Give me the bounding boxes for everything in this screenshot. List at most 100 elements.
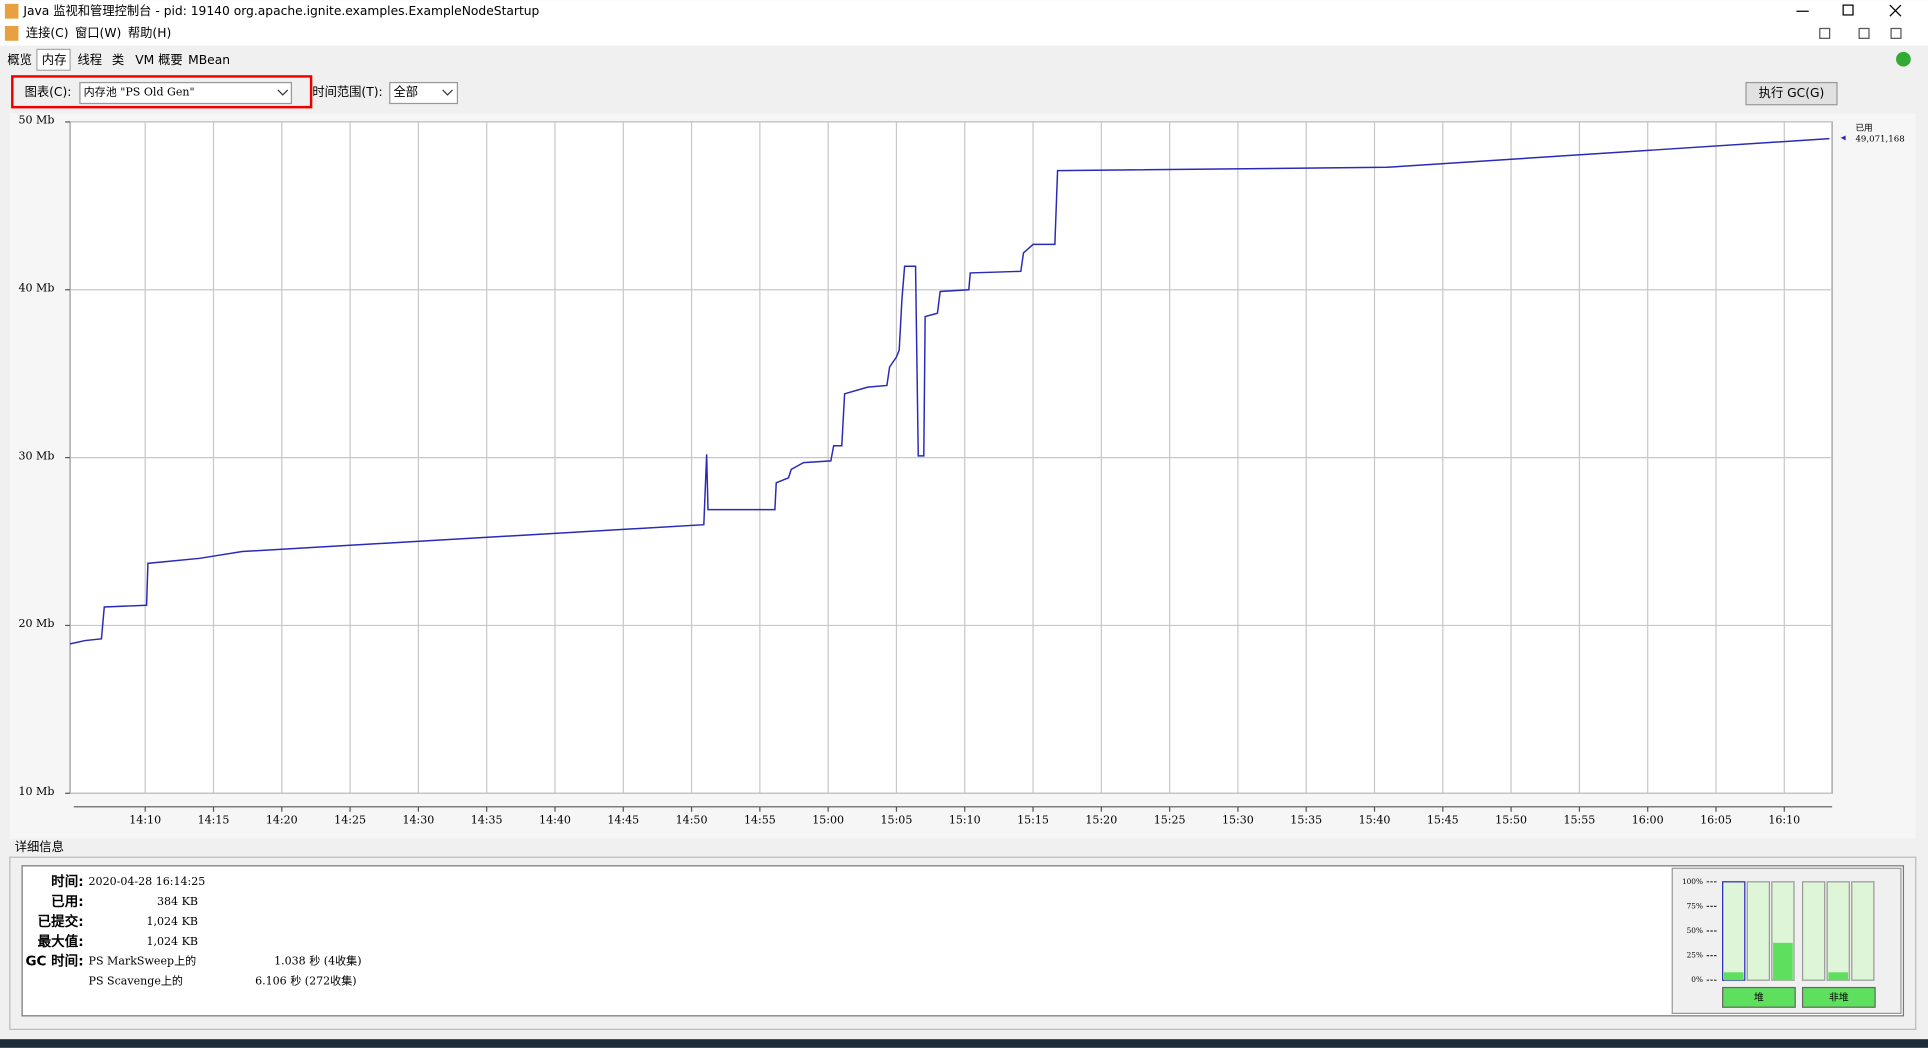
detail-value: 1,024 KB — [146, 935, 198, 948]
x-tick-label: 15:40 — [1359, 813, 1391, 826]
x-tick-label: 15:35 — [1290, 813, 1322, 826]
x-tick-label: 15:05 — [881, 813, 913, 826]
x-tick-label: 15:45 — [1427, 813, 1459, 826]
meter-bar — [1773, 942, 1793, 981]
meter-bar — [1723, 972, 1744, 981]
x-tick-label: 14:35 — [471, 813, 503, 826]
range-label: 时间范围(T): — [312, 85, 382, 99]
inner-minimize[interactable] — [1819, 27, 1831, 39]
detail-label: 已用: — [51, 894, 83, 910]
menu-bar — [0, 22, 1928, 46]
meter-frame[interactable] — [1722, 881, 1746, 981]
detail-value: 384 KB — [157, 895, 198, 908]
window-title: Java 监视和管理控制台 - pid: 19140 org.apache.ig… — [22, 3, 539, 18]
x-tick-label: 14:25 — [334, 813, 366, 826]
tab[interactable]: MBean — [188, 53, 230, 67]
menu-item[interactable]: 连接(C) — [26, 25, 69, 40]
x-tick-label: 14:40 — [539, 813, 571, 826]
inner-close[interactable] — [1890, 27, 1902, 39]
y-tick-label: 40 Mb — [18, 282, 54, 295]
x-tick-label: 16:05 — [1700, 813, 1732, 826]
detail-label: 最大值: — [38, 933, 84, 950]
meter-tick-label: 0% — [1691, 975, 1703, 984]
end-label: 49,071,168 — [1855, 135, 1904, 145]
meter-frame[interactable] — [1801, 881, 1826, 981]
range-combo[interactable] — [389, 81, 459, 105]
x-tick-label: 15:15 — [1017, 813, 1049, 826]
meter-tick-label: 50% — [1687, 926, 1703, 935]
x-tick-label: 14:45 — [607, 813, 639, 826]
x-tick-label: 14:55 — [744, 813, 776, 826]
meter-frame[interactable] — [1826, 881, 1850, 981]
meter-tick-label: 100% — [1682, 877, 1703, 886]
meter-tick-label: 75% — [1687, 901, 1703, 910]
chart-combo[interactable] — [79, 81, 293, 105]
tab[interactable]: 类 — [112, 53, 124, 67]
x-tick-label: 15:30 — [1222, 813, 1254, 826]
chart-label: 图表(C): — [25, 85, 72, 99]
active-tab — [36, 48, 71, 71]
meter-frame[interactable] — [1746, 881, 1770, 981]
meter-bar — [1828, 972, 1849, 981]
detail-value: 1,024 KB — [146, 915, 198, 928]
x-tick-label: 15:50 — [1495, 813, 1527, 826]
x-tick-label: 15:55 — [1563, 813, 1595, 826]
x-tick-label: 14:20 — [266, 813, 298, 826]
meter-group-label: 非堆 — [1829, 991, 1849, 1003]
detail-label: 已提交: — [38, 913, 84, 930]
detail-label: GC 时间: — [25, 953, 83, 970]
x-tick-label: 16:00 — [1632, 813, 1664, 826]
gc-button[interactable] — [1745, 81, 1838, 106]
y-tick-label: 50 Mb — [18, 114, 54, 127]
range-combo-value: 全部 — [393, 84, 418, 99]
menu-item[interactable]: 窗口(W) — [75, 26, 121, 40]
details-title: 详细信息 — [15, 839, 64, 854]
tab[interactable]: 线程 — [77, 52, 102, 67]
x-tick-label: 14:15 — [198, 813, 230, 826]
x-tick-label: 14:50 — [676, 813, 708, 826]
title-bar — [0, 0, 1928, 23]
inner-restore[interactable] — [1858, 27, 1870, 39]
combo-arrow — [442, 89, 453, 96]
x-tick-label: 15:10 — [949, 813, 981, 826]
close-button[interactable] — [1889, 4, 1902, 17]
detail-value: 2020-04-28 16:14:25 — [89, 875, 206, 888]
tab[interactable]: VM 概要 — [135, 53, 182, 67]
legend-label: 已用 — [1855, 123, 1872, 134]
tab[interactable]: 内存 — [42, 53, 67, 67]
gc-collector: PS MarkSweep上的 — [89, 954, 197, 968]
tab[interactable]: 概览 — [7, 52, 32, 67]
y-tick-label: 20 Mb — [18, 617, 54, 630]
legend-marker — [1840, 135, 1846, 141]
menu-icon — [4, 26, 19, 41]
x-tick-label: 16:10 — [1768, 813, 1800, 826]
x-tick-label: 15:20 — [1085, 813, 1117, 826]
detail-label: 时间: — [51, 873, 83, 890]
app-icon — [4, 3, 19, 19]
meter-group-label: 堆 — [1754, 991, 1764, 1003]
gc-time: 6.106 秒 (272收集) — [255, 973, 357, 987]
meter-group-box[interactable] — [1801, 986, 1876, 1008]
x-tick-label: 15:00 — [812, 813, 844, 826]
x-tick-label: 15:25 — [1154, 813, 1186, 826]
x-tick-label: 14:10 — [129, 813, 161, 826]
combo-arrow — [277, 89, 289, 96]
details-box — [21, 865, 1905, 1017]
highlight-box — [11, 75, 313, 109]
gc-collector: PS Scavenge上的 — [89, 973, 183, 987]
meter-tick-label: 25% — [1687, 951, 1703, 960]
gc-time: 1.038 秒 (4收集) — [274, 954, 361, 968]
y-tick-label: 30 Mb — [18, 449, 54, 462]
connection-icon — [1896, 51, 1911, 67]
chart-combo-value: 内存池 "PS Old Gen" — [84, 84, 195, 98]
tab-bar — [0, 49, 1928, 71]
meter-group-box[interactable] — [1722, 986, 1796, 1008]
line-series — [69, 137, 1830, 645]
meter-frame[interactable] — [1851, 881, 1875, 981]
x-tick-label: 14:30 — [402, 813, 434, 826]
menu-item[interactable]: 帮助(H) — [128, 26, 171, 40]
taskbar — [0, 1039, 1928, 1048]
restore-button[interactable] — [1842, 4, 1854, 16]
